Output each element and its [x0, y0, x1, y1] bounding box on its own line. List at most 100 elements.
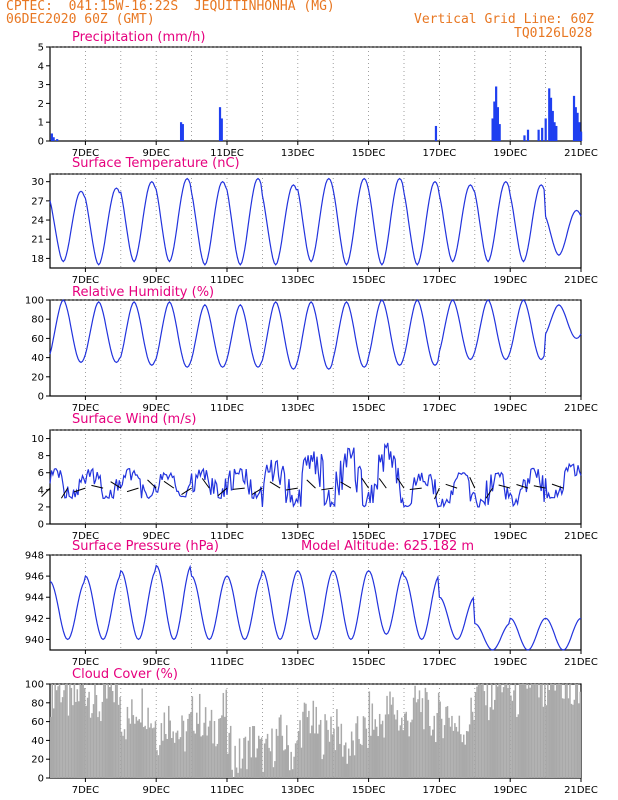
cloud-bar [539, 684, 542, 778]
cloud-bar [151, 728, 154, 778]
cloud-bar [560, 684, 562, 778]
cloud-bar [148, 727, 151, 778]
cloud-bar [88, 691, 90, 778]
cloud-bar [516, 716, 518, 778]
cloud-bar [452, 730, 455, 778]
x-tick-label: 19DEC [493, 403, 527, 414]
wind-arrow [498, 484, 511, 489]
precip-bar [551, 110, 554, 141]
cloud-bar [120, 731, 123, 778]
y-tick-label: 4 [38, 61, 44, 72]
cloud-bar [439, 701, 441, 778]
cloud-bar [97, 717, 99, 778]
cloud-bar [409, 722, 412, 778]
cloud-bar [249, 726, 251, 778]
series-group [49, 177, 582, 266]
cloud-bar [66, 684, 68, 778]
cloud-bar [316, 733, 319, 778]
cloud-bar [468, 724, 471, 778]
cloud-bar [191, 696, 194, 778]
cloud-bar [371, 703, 374, 778]
wind-arrow [269, 481, 281, 489]
cloud-bar [396, 710, 399, 778]
x-tick-label: 21DEC [564, 275, 598, 286]
cloud-bar [244, 736, 247, 778]
precip-bar [56, 139, 59, 141]
wind-arrow [110, 481, 122, 489]
wind-arrow [91, 484, 104, 489]
cloud-bar [542, 706, 545, 778]
cloud-bar [83, 687, 86, 778]
cloud-bar [126, 706, 129, 778]
precip-bar [220, 118, 223, 141]
cloud-bar [552, 684, 555, 778]
cloud-bar [522, 684, 524, 778]
cloud-bar [312, 700, 315, 778]
cloud-bar [504, 684, 506, 778]
cloud-bar [268, 747, 270, 778]
cloud-bar [213, 721, 216, 778]
cloud-bar [443, 725, 446, 778]
cloud-bar [513, 690, 515, 778]
cloud-bar [129, 723, 132, 778]
precip-bar [218, 107, 222, 141]
wind-arrow [285, 487, 298, 491]
cloud-bar [342, 756, 344, 778]
y-tick-label: 2 [38, 99, 44, 110]
cloud-bar [340, 723, 343, 778]
precip-bar [181, 124, 184, 141]
x-tick-label: 19DEC [493, 785, 527, 796]
cloud-bar [54, 684, 56, 778]
x-tick-label: 17DEC [423, 403, 457, 414]
model-altitude-label: Model Altitude: 625.182 m [301, 539, 474, 554]
x-tick-label: 19DEC [493, 531, 527, 542]
cloud-bar [449, 726, 452, 778]
cloud-bar [426, 692, 428, 778]
cloud-bar [573, 699, 576, 778]
y-tick-label: 20 [31, 372, 44, 383]
cloud-bar [507, 688, 509, 778]
cloud-bar [64, 684, 67, 778]
cloud-bar [94, 684, 96, 778]
cloud-bar [378, 713, 381, 778]
cloud-bar [256, 748, 258, 778]
cloud-bar [293, 756, 295, 778]
cloud-bar [578, 703, 580, 778]
cloud-bar [420, 712, 422, 778]
cloud-bar [448, 717, 450, 778]
cloud-bar [73, 684, 76, 778]
cloud-bar [464, 744, 466, 778]
cloud-bar [489, 707, 492, 778]
cloud-bar [162, 740, 164, 778]
cloud-bar [131, 699, 133, 778]
wind-arrow [41, 487, 51, 498]
cloud-bar [303, 702, 306, 778]
cloud-bar [380, 724, 382, 778]
cloud-bar [291, 769, 294, 778]
wind-arrow [201, 478, 210, 489]
cloud-bar [281, 735, 284, 778]
cloud-bar [185, 731, 188, 778]
cloud-bar [321, 759, 323, 778]
cloud-bar [125, 739, 127, 778]
wind-arrow [217, 487, 228, 497]
cloud-bar [417, 699, 419, 778]
cloud-bar [142, 727, 145, 778]
cloud-bar [175, 732, 177, 778]
cloud-bar [429, 726, 431, 778]
cloud-bar [181, 715, 183, 778]
y-tick-label: 80 [31, 315, 44, 326]
panel-title: Surface Pressure (hPa) [72, 539, 219, 554]
precip-bar [491, 118, 494, 141]
cloud-bar [356, 716, 359, 778]
cloud-bar [78, 701, 80, 778]
cloud-bar [467, 731, 469, 778]
cloud-bar [434, 742, 437, 778]
cloud-bar [184, 751, 186, 778]
cloud-bar [306, 717, 309, 778]
cloud-bar [209, 720, 211, 778]
x-tick-label: 9DEC [143, 403, 170, 414]
x-tick-label: 9DEC [143, 531, 170, 542]
cloud-bar [421, 698, 424, 778]
